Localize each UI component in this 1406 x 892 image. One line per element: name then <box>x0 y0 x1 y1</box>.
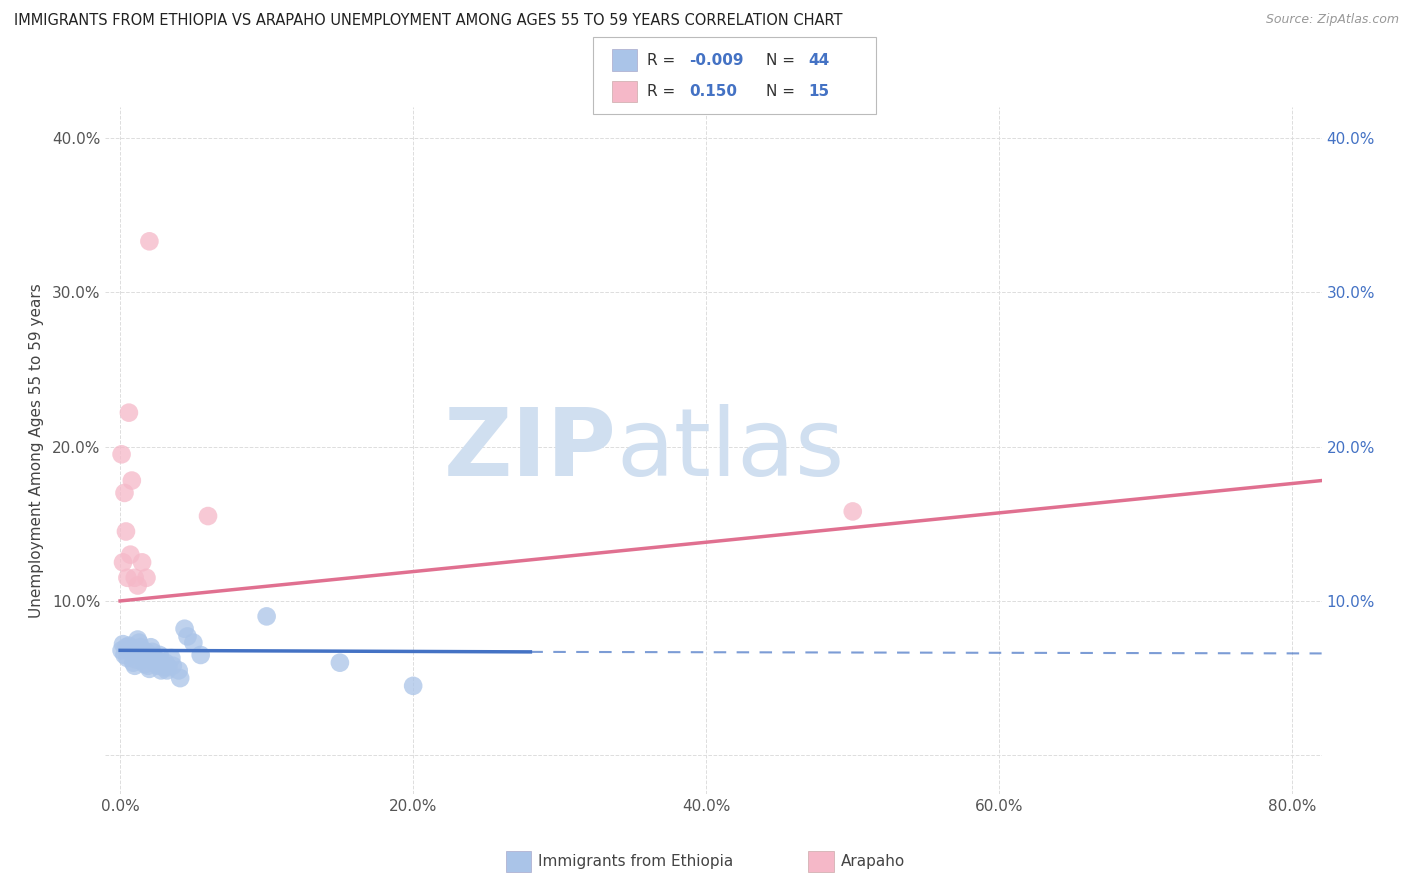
Point <box>157 660 180 674</box>
Text: Source: ZipAtlas.com: Source: ZipAtlas.com <box>1265 13 1399 27</box>
Point <box>125 652 148 666</box>
Point <box>142 651 165 665</box>
Point <box>156 664 179 678</box>
Point <box>842 504 865 518</box>
Point <box>155 656 177 670</box>
Point <box>329 656 352 670</box>
Point <box>127 632 149 647</box>
Point <box>115 524 138 539</box>
Point <box>118 639 141 653</box>
Point <box>136 658 159 673</box>
Point <box>124 571 146 585</box>
Point <box>127 578 149 592</box>
Point <box>162 658 184 673</box>
Point <box>128 635 150 649</box>
Text: 0.150: 0.150 <box>689 84 737 99</box>
Point <box>110 447 132 461</box>
Point <box>115 640 138 655</box>
Text: Arapaho: Arapaho <box>841 855 905 869</box>
Point <box>112 555 135 569</box>
Point <box>183 635 205 649</box>
Point <box>169 671 191 685</box>
Point <box>138 662 160 676</box>
Point <box>176 630 198 644</box>
Point <box>148 658 170 673</box>
Text: N =: N = <box>766 84 800 99</box>
Text: 44: 44 <box>808 53 830 68</box>
Text: ZIP: ZIP <box>443 404 616 497</box>
Point <box>122 656 145 670</box>
Point <box>143 656 166 670</box>
Point <box>112 637 135 651</box>
Point <box>117 651 139 665</box>
Point <box>132 652 155 666</box>
Text: R =: R = <box>647 84 681 99</box>
Point <box>134 657 156 672</box>
Point <box>120 641 142 656</box>
Point <box>124 658 146 673</box>
Point <box>141 645 163 659</box>
Point <box>114 648 136 662</box>
Y-axis label: Unemployment Among Ages 55 to 59 years: Unemployment Among Ages 55 to 59 years <box>28 283 44 618</box>
Point <box>118 406 141 420</box>
Point <box>190 648 212 662</box>
Point <box>160 651 183 665</box>
Point <box>117 571 139 585</box>
Point <box>256 609 278 624</box>
Point <box>197 509 219 524</box>
Text: N =: N = <box>766 53 800 68</box>
Point <box>173 622 195 636</box>
Point <box>152 656 174 670</box>
Point <box>153 660 176 674</box>
Point <box>114 486 136 500</box>
Text: -0.009: -0.009 <box>689 53 744 68</box>
Text: R =: R = <box>647 53 681 68</box>
Text: Immigrants from Ethiopia: Immigrants from Ethiopia <box>538 855 734 869</box>
Point <box>135 645 157 659</box>
Point <box>167 664 190 678</box>
Point <box>120 548 142 562</box>
Point <box>402 679 425 693</box>
Point <box>131 555 153 569</box>
Text: atlas: atlas <box>616 404 845 497</box>
Point <box>121 474 143 488</box>
Text: 15: 15 <box>808 84 830 99</box>
Point <box>139 640 162 655</box>
Point <box>145 652 167 666</box>
Point <box>138 235 160 249</box>
Point <box>150 664 173 678</box>
Point <box>121 647 143 661</box>
Text: IMMIGRANTS FROM ETHIOPIA VS ARAPAHO UNEMPLOYMENT AMONG AGES 55 TO 59 YEARS CORRE: IMMIGRANTS FROM ETHIOPIA VS ARAPAHO UNEM… <box>14 13 842 29</box>
Point <box>129 640 152 655</box>
Point <box>135 571 157 585</box>
Point <box>131 643 153 657</box>
Point <box>149 648 172 662</box>
Point <box>110 643 132 657</box>
